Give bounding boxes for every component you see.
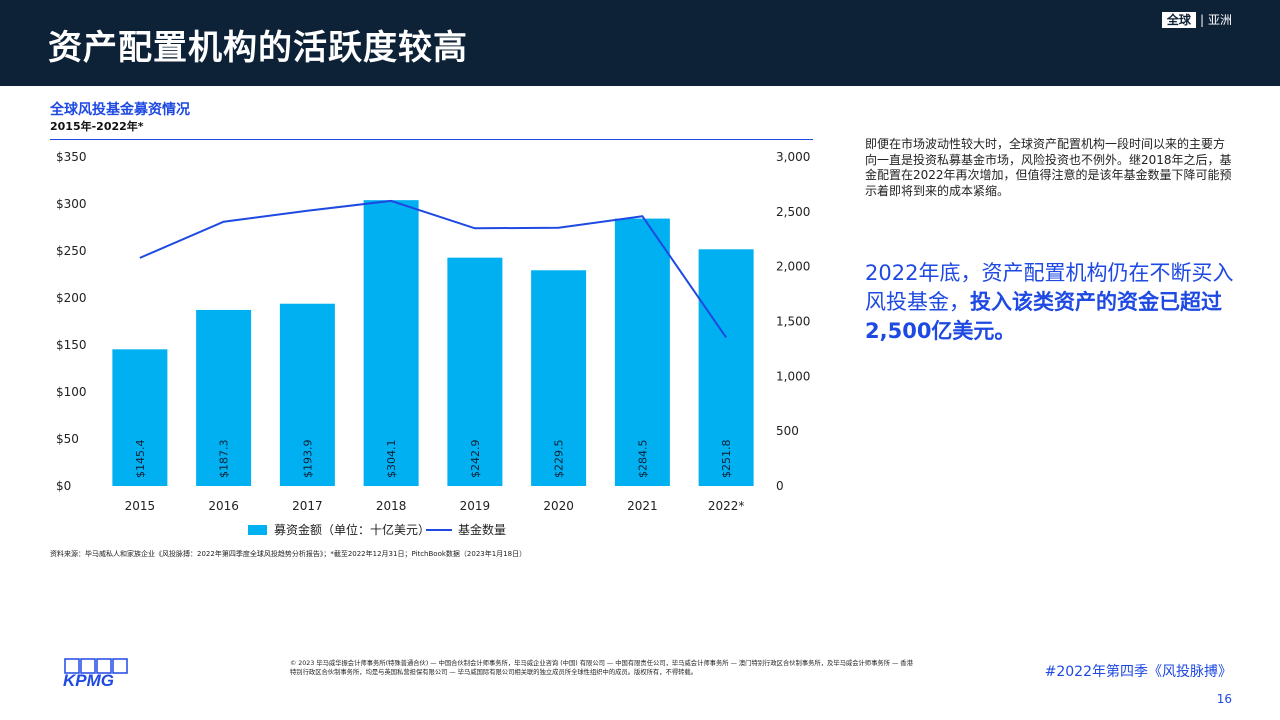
y-right-tick-label: 2,000 xyxy=(776,260,810,274)
y-left-tick-label: $150 xyxy=(56,338,87,352)
y-left-tick-label: $100 xyxy=(56,385,87,399)
page-title: 资产配置机构的活跃度较高 xyxy=(48,28,468,68)
side-commentary: 即便在市场波动性较大时，全球资产配置机构一段时间以来的主要方向一直是投资私募基金… xyxy=(865,137,1232,198)
highlight-bold: 投入该类资产的资金已超过2,500亿美元。 xyxy=(865,290,1222,343)
bar-data-label: $193.9 xyxy=(301,440,314,479)
highlight-callout: 2022年底，资产配置机构仍在不断买入风投基金，投入该类资产的资金已超过2,50… xyxy=(865,259,1240,346)
x-tick-label: 2022* xyxy=(708,499,745,513)
y-left-tick-label: $350 xyxy=(56,150,87,164)
line-series-fund-count xyxy=(139,199,727,338)
chart-title: 全球风投基金募资情况 xyxy=(50,102,190,118)
y-right-tick-label: 2,500 xyxy=(776,205,810,219)
y-right-tick-label: 1,000 xyxy=(776,369,810,383)
y-left-tick-label: $50 xyxy=(56,432,79,446)
legend-swatch-bar xyxy=(248,525,267,535)
bar-data-label: $145.4 xyxy=(134,440,147,479)
bar-data-label: $229.5 xyxy=(553,440,566,479)
y-left-tick-label: $200 xyxy=(56,291,87,305)
kpmg-logo: KPMG xyxy=(63,658,128,690)
highlight-normal: 2022年底，资产配置机构仍在不断买入风投基金， xyxy=(865,261,1234,314)
brand-badge: 全球 | 亚洲 xyxy=(1161,11,1232,28)
bar xyxy=(614,218,670,486)
source-note: 资料来源：毕马威私人和家族企业《风投脉搏：2022年第四季度全球风投趋势分析报告… xyxy=(50,550,527,558)
chart-subtitle: 2015年-2022年* xyxy=(50,120,144,133)
x-tick-label: 2019 xyxy=(460,499,491,513)
bar xyxy=(279,303,335,486)
y-left-tick-label: $300 xyxy=(56,197,87,211)
x-tick-label: 2018 xyxy=(376,499,407,513)
x-tick-label: 2021 xyxy=(627,499,658,513)
x-tick-label: 2017 xyxy=(292,499,323,513)
brand-global: 全球 xyxy=(1161,11,1196,28)
brand-separator: | xyxy=(1199,12,1204,27)
bar xyxy=(112,349,168,486)
legend-label-line: 基金数量 xyxy=(458,522,506,537)
bar-data-label: $304.1 xyxy=(385,440,398,479)
chart-title-rule xyxy=(50,139,813,140)
y-left-tick-label: $0 xyxy=(56,479,71,493)
bar xyxy=(196,309,252,486)
bar-data-label: $242.9 xyxy=(469,440,482,479)
footer-tag: #2022年第四季《风投脉搏》 xyxy=(1044,664,1232,680)
y-right-tick-label: 1,500 xyxy=(776,315,810,329)
x-tick-label: 2020 xyxy=(543,499,574,513)
bar xyxy=(363,200,419,486)
x-tick-label: 2016 xyxy=(208,499,239,513)
bar-data-label: $187.3 xyxy=(218,440,231,479)
y-right-tick-label: 0 xyxy=(776,479,784,493)
bar xyxy=(531,270,587,486)
bar xyxy=(698,249,754,486)
y-right-tick-label: 500 xyxy=(776,424,799,438)
y-left-tick-label: $250 xyxy=(56,244,87,258)
bar-data-label: $284.5 xyxy=(636,440,649,479)
brand-region: 亚洲 xyxy=(1207,13,1232,27)
fundraising-chart: $0 $50 $100 $150 $200 $250 $300 $350 0 500 1,000 1,… xyxy=(56,150,810,537)
page-number: 16 xyxy=(1216,692,1232,706)
legend-label-bar: 募资金额（单位：十亿美元） xyxy=(274,522,430,537)
bar xyxy=(447,257,503,486)
header-bar: 资产配置机构的活跃度较高 全球 | 亚洲 xyxy=(0,0,1280,86)
y-right-tick-label: 3,000 xyxy=(776,150,810,164)
x-tick-label: 2015 xyxy=(125,499,156,513)
legal-notice: © 2023 毕马威华振会计师事务所(特殊普通合伙) — 中国合伙制会计师事务所… xyxy=(290,660,913,676)
kpmg-logo-text: KPMG xyxy=(63,671,114,690)
bar-data-label: $251.8 xyxy=(720,440,733,479)
